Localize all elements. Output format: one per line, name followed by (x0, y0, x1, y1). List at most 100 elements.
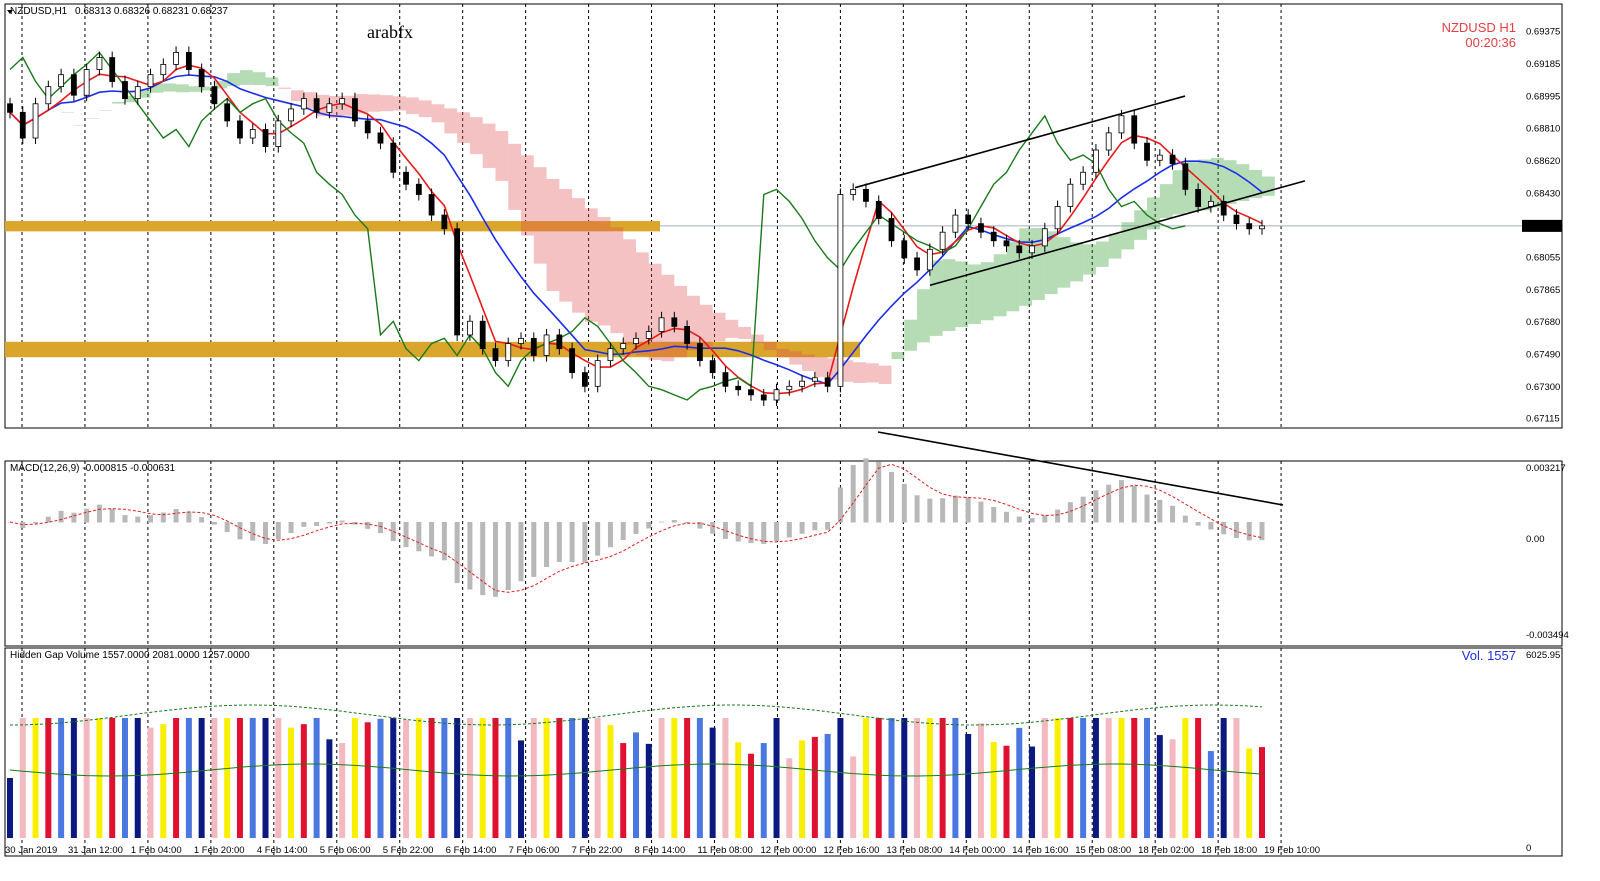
volume-bar (109, 718, 116, 838)
volume-bar (1195, 718, 1202, 838)
price-tick-label: 0.67680 (1526, 317, 1560, 328)
macd-bar (952, 495, 958, 523)
volume-bar (211, 718, 218, 838)
macd-bar (889, 471, 895, 523)
candle-body (173, 52, 179, 65)
macd-bar (365, 522, 371, 529)
candle-body (1080, 171, 1087, 185)
cloud-segment (623, 239, 636, 345)
macd-bar (109, 508, 115, 523)
macd-bar (582, 522, 588, 563)
volume-bar (530, 718, 537, 838)
volume-bar (760, 743, 767, 838)
symbol-header: NZDUSD,H1 (10, 6, 68, 17)
volume-bar (32, 718, 39, 838)
cloud-segment (214, 81, 228, 89)
candle-body (594, 360, 601, 387)
macd-bar (1182, 515, 1188, 523)
macd-bar (160, 512, 166, 523)
candle-body (58, 74, 65, 88)
macd-tick-zero: 0.00 (1526, 534, 1545, 545)
macd-bar (518, 522, 524, 582)
volume-bar (288, 727, 295, 838)
candle-body (122, 81, 128, 100)
cloud-segment (431, 104, 445, 123)
vol-label: Vol. 1557 (1462, 648, 1516, 663)
cloud-segment (112, 101, 125, 104)
volume-bar (901, 718, 908, 838)
price-pane-frame (4, 3, 1563, 429)
macd-bar (173, 508, 179, 523)
time-tick-label: 11 Feb 08:00 (697, 845, 752, 856)
price-tick-label: 0.68055 (1526, 253, 1560, 264)
candle-body (505, 343, 512, 362)
candle-body (978, 223, 984, 233)
candle-body (134, 86, 141, 100)
time-tick-label: 8 Feb 14:00 (635, 845, 686, 856)
candle-body (773, 389, 780, 401)
macd-bar (1055, 509, 1061, 523)
cloud-segment (789, 351, 803, 365)
volume-bar (83, 718, 90, 838)
volume-bar (799, 740, 806, 838)
cloud-segment (1185, 162, 1199, 213)
cloud-segment (278, 87, 292, 89)
candle-body (1220, 200, 1227, 216)
candle-body (185, 52, 192, 70)
macd-bar (876, 461, 882, 523)
volume-bar (1118, 718, 1125, 838)
volume-bar (645, 743, 652, 838)
volume-bar (441, 718, 448, 838)
cloud-segment (955, 261, 969, 328)
cloud-segment (661, 274, 675, 362)
volume-bar (1054, 718, 1061, 838)
cloud-segment (827, 358, 841, 380)
macd-bar (480, 522, 486, 596)
macd-bar (595, 522, 601, 556)
volume-bar (543, 718, 550, 838)
volume-bar (364, 722, 371, 838)
price-tick-label: 0.67115 (1526, 414, 1560, 425)
watermark-text: arabfx (367, 22, 413, 42)
candle-body (645, 331, 652, 339)
candle-body (1169, 154, 1176, 165)
cloud-segment (380, 95, 394, 112)
pane-menu-icon[interactable] (7, 10, 13, 14)
macd-bar (1221, 522, 1227, 535)
volume-bar (735, 742, 742, 838)
candle-body (1233, 214, 1240, 225)
candle-body (249, 129, 256, 139)
candle-body (160, 63, 167, 76)
cloud-segment (1044, 231, 1058, 295)
macd-bar (1195, 522, 1201, 526)
candle-body (1246, 223, 1253, 230)
macd-bar (901, 483, 907, 523)
cloud-segment (533, 167, 547, 264)
price-tick-label: 0.68430 (1526, 188, 1560, 199)
volume-bars (7, 704, 1265, 838)
candle-body (415, 183, 422, 195)
time-tick-label: 14 Feb 16:00 (1012, 845, 1068, 856)
cloud-segment (354, 94, 368, 114)
candle-body (543, 334, 550, 356)
volume-bar (313, 718, 320, 838)
cloud-segment (99, 110, 113, 111)
candle-body (211, 86, 218, 105)
macd-bar (441, 522, 447, 561)
volume-title: Hidden Gap Volume 1557.0000 2081.0000 12… (10, 650, 250, 661)
macd-bar (237, 522, 243, 540)
cloud-segment (904, 319, 918, 351)
volume-bar (607, 724, 614, 838)
candle-body (364, 120, 371, 134)
time-tick-label: 5 Feb 22:00 (383, 845, 434, 856)
macd-bar (148, 515, 154, 523)
volume-bar (939, 718, 946, 838)
macd-bar (710, 522, 716, 534)
cloud-segment (865, 363, 879, 383)
price-tick-label: 0.68995 (1526, 92, 1560, 103)
cloud-segment (1057, 237, 1071, 288)
cloud-segment (137, 89, 151, 98)
macd-bar (965, 497, 971, 523)
macd-pane-frame (4, 460, 1563, 647)
